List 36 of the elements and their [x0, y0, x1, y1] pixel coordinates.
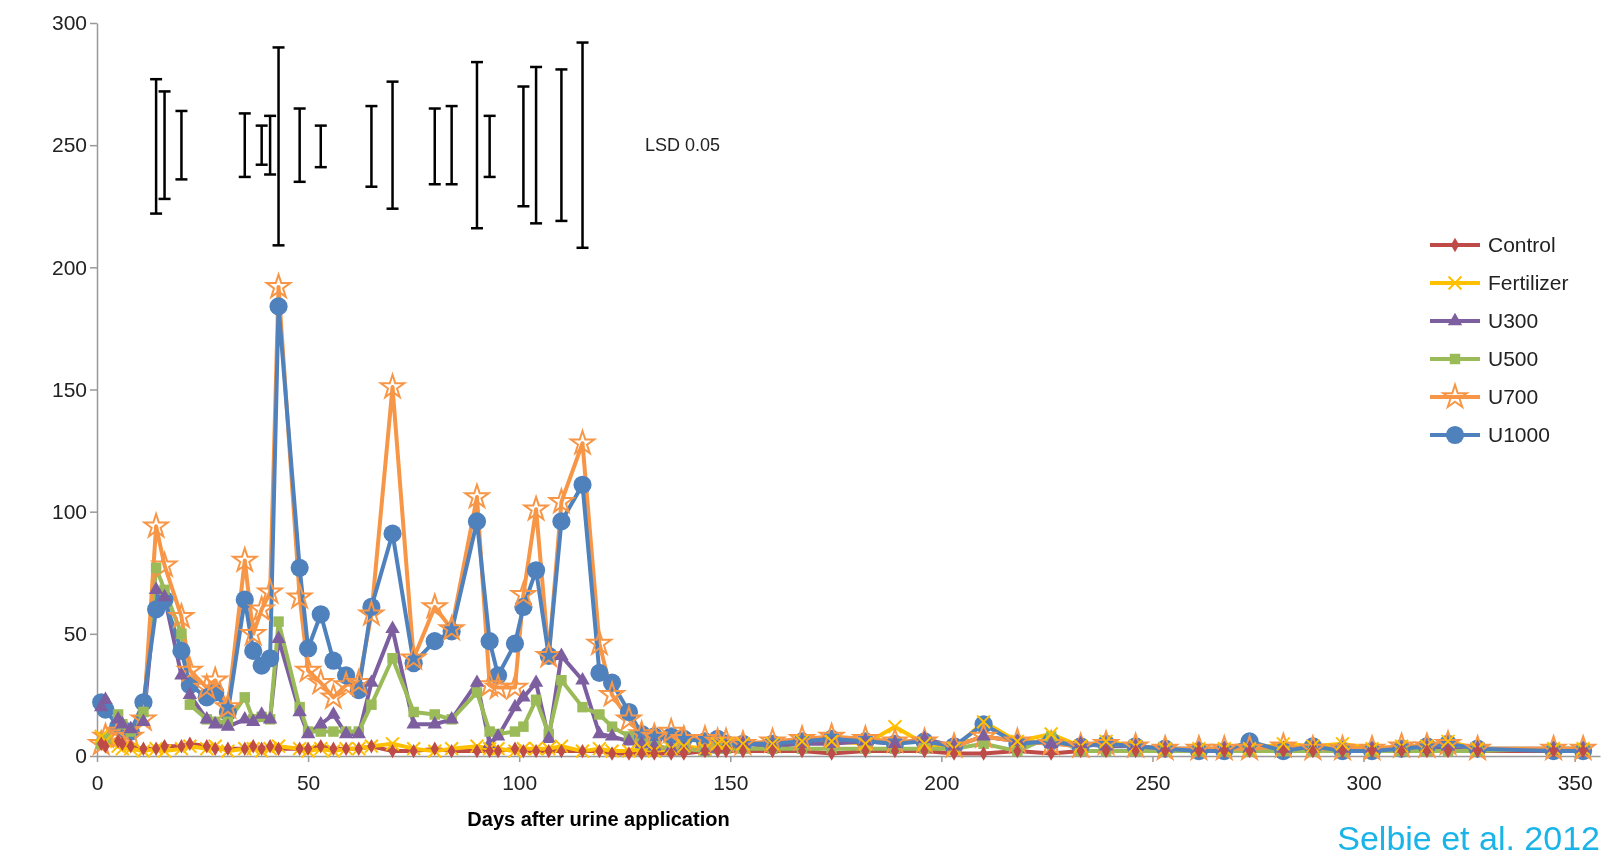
x-tick-label: 200 [924, 771, 960, 795]
bar [370, 106, 373, 187]
x-tick-label: 350 [1557, 771, 1593, 795]
bar [180, 110, 183, 180]
legend-label: U700 [1488, 385, 1539, 409]
y-tick-label: 50 [63, 622, 87, 646]
legend-label: U1000 [1488, 423, 1550, 447]
bar [391, 81, 394, 209]
x-tick-label: 150 [713, 771, 749, 795]
y-tick-label: 0 [75, 744, 87, 768]
legend-label: Fertilizer [1488, 271, 1569, 295]
text: Selbie et al. 2012 [1337, 819, 1600, 857]
x-tick-label: 50 [296, 771, 321, 795]
legend-label: U500 [1488, 347, 1539, 371]
bar [522, 86, 525, 207]
x-tick-label: 0 [91, 771, 104, 795]
x-axis-title: Days after urine application [467, 808, 730, 830]
y-tick-label: 100 [51, 499, 87, 523]
legend-label: Control [1488, 233, 1556, 257]
x-tick-label: 250 [1135, 771, 1171, 795]
y-tick-label: 300 [51, 11, 87, 35]
bar [488, 115, 491, 177]
bar [298, 108, 301, 182]
bar [163, 91, 166, 199]
y-tick-label: 150 [51, 377, 87, 401]
bar [450, 106, 453, 185]
legend-label: U300 [1488, 309, 1539, 333]
bar [560, 69, 563, 221]
y-tick-label: 200 [51, 255, 87, 279]
x-tick-label: 300 [1346, 771, 1382, 795]
bar [581, 42, 584, 248]
bar [277, 47, 280, 246]
x-tick-label: 100 [502, 771, 538, 795]
bar [260, 125, 263, 165]
y-tick-label: 250 [51, 133, 87, 157]
annotation: LSD 0.05 [645, 135, 721, 156]
